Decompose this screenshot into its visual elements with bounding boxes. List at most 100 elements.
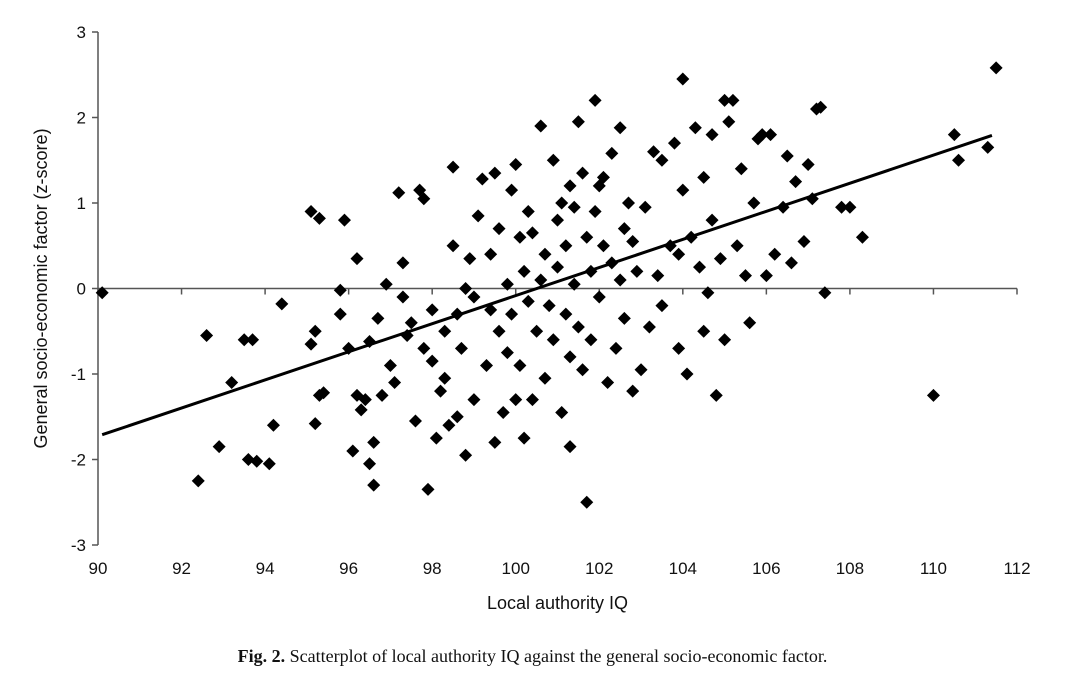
data-point <box>488 166 502 180</box>
data-point <box>191 474 205 488</box>
y-axis-ticks: 3 2 1 0 -1 -2 -3 <box>71 23 98 555</box>
data-point <box>584 333 598 347</box>
data-point <box>383 358 397 372</box>
y-tick-label: -1 <box>71 365 86 384</box>
data-point <box>701 286 715 300</box>
data-point <box>655 299 669 313</box>
data-point <box>442 418 456 432</box>
data-point <box>981 140 995 154</box>
data-point <box>747 196 761 210</box>
data-point <box>688 121 702 135</box>
y-tick-label: 1 <box>77 194 86 213</box>
data-point <box>262 457 276 471</box>
data-point <box>513 230 527 244</box>
y-tick-label: -2 <box>71 451 86 470</box>
x-tick-label: 106 <box>752 559 780 578</box>
data-point <box>764 128 778 142</box>
data-point <box>613 121 627 135</box>
data-point <box>500 277 514 291</box>
data-point <box>567 277 581 291</box>
caption-label: Fig. 2. <box>237 646 286 666</box>
x-tick-label: 104 <box>669 559 697 578</box>
data-point <box>613 273 627 287</box>
data-point <box>609 341 623 355</box>
data-point <box>534 119 548 133</box>
data-point <box>642 320 656 334</box>
data-point <box>429 431 443 445</box>
data-point <box>375 388 389 402</box>
data-point <box>509 393 523 407</box>
data-point <box>601 376 615 390</box>
data-point <box>835 200 849 214</box>
data-point <box>488 435 502 449</box>
data-point <box>567 200 581 214</box>
data-point <box>759 269 773 283</box>
data-point <box>308 417 322 431</box>
data-point <box>563 440 577 454</box>
data-point <box>425 303 439 317</box>
data-point <box>492 324 506 338</box>
data-point <box>492 222 506 236</box>
data-point <box>588 93 602 107</box>
x-tick-label: 98 <box>423 559 442 578</box>
data-point <box>730 239 744 253</box>
data-point <box>697 324 711 338</box>
data-point <box>843 200 857 214</box>
data-point <box>421 482 435 496</box>
data-point <box>784 256 798 270</box>
data-point <box>479 358 493 372</box>
data-point <box>571 115 585 129</box>
data-point <box>505 183 519 197</box>
data-point <box>379 277 393 291</box>
data-point <box>634 363 648 377</box>
x-tick-label: 112 <box>1003 559 1030 578</box>
data-point <box>617 311 631 325</box>
data-point <box>638 200 652 214</box>
data-point <box>337 213 351 227</box>
data-point <box>425 354 439 368</box>
data-point <box>530 324 544 338</box>
data-point <box>559 239 573 253</box>
data-point <box>237 333 251 347</box>
data-point <box>367 435 381 449</box>
y-tick-label: -3 <box>71 536 86 555</box>
data-point <box>676 72 690 86</box>
data-point <box>734 162 748 176</box>
data-point <box>576 363 590 377</box>
data-point <box>250 454 264 468</box>
data-point <box>446 160 460 174</box>
data-point <box>521 205 535 219</box>
caption-text: Scatterplot of local authority IQ agains… <box>289 646 828 666</box>
plot-area: 3 2 1 0 -1 -2 -3 90 92 94 96 98 100 102 104 106 108 110 1… <box>71 23 1031 578</box>
data-point <box>580 495 594 509</box>
data-point <box>605 146 619 160</box>
data-point <box>463 252 477 266</box>
data-point <box>534 273 548 287</box>
data-point <box>780 149 794 163</box>
data-point <box>538 247 552 261</box>
data-point <box>408 414 422 428</box>
data-point <box>622 196 636 210</box>
data-point <box>697 170 711 184</box>
data-point <box>525 393 539 407</box>
data-point <box>596 170 610 184</box>
data-point <box>225 376 239 390</box>
data-points <box>95 61 1003 509</box>
data-point <box>705 128 719 142</box>
data-point <box>768 247 782 261</box>
data-point <box>726 93 740 107</box>
data-point <box>358 393 372 407</box>
data-point <box>555 196 569 210</box>
data-point <box>509 158 523 172</box>
data-point <box>367 478 381 492</box>
data-point <box>551 213 564 227</box>
x-tick-label: 92 <box>172 559 191 578</box>
data-point <box>676 183 690 197</box>
data-point <box>596 239 610 253</box>
data-point <box>404 316 418 330</box>
data-point <box>517 431 531 445</box>
data-point <box>588 205 602 219</box>
x-tick-label: 96 <box>339 559 358 578</box>
data-point <box>855 230 869 244</box>
data-point <box>438 324 452 338</box>
